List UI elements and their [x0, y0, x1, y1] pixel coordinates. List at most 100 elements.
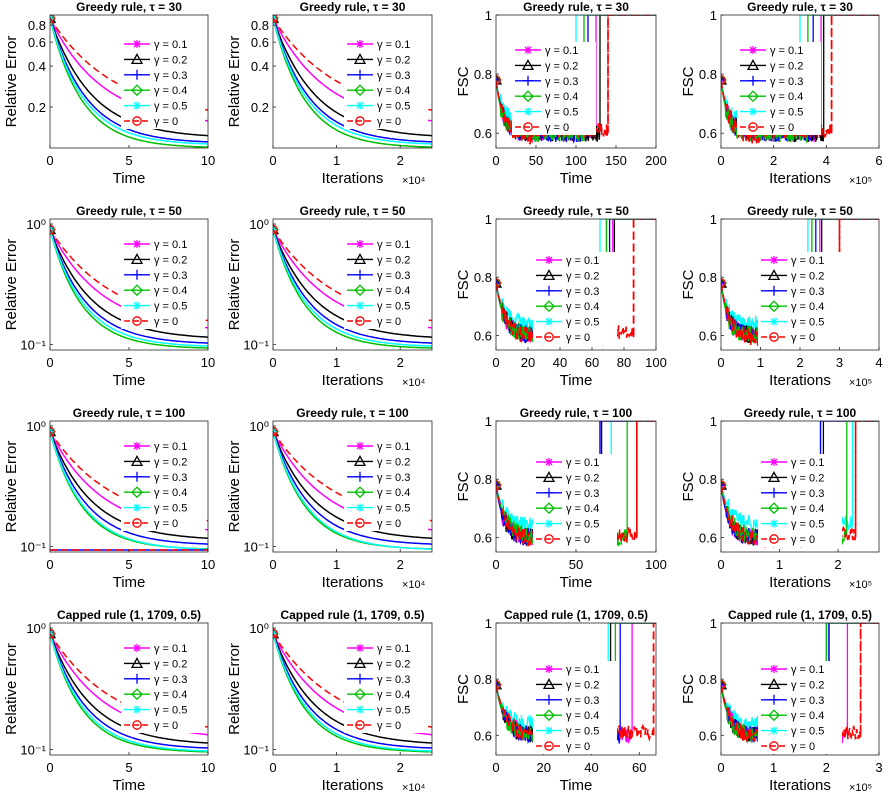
legend-marker [747, 90, 759, 103]
x-tick-label: 1 [757, 355, 764, 370]
x-axis-label: Iterations [322, 574, 384, 591]
x-tick-label: 0 [46, 557, 53, 572]
x-tick-label: 2 [397, 355, 404, 370]
y-tick-label: 0.6 [699, 728, 717, 743]
subplot: 0 5 10 0.2 0.4 0.6 0.8 Greedy rule, τ = 30 Time R… [3, 0, 215, 187]
x-axis-exponent: ×10⁴ [402, 782, 426, 794]
legend-marker [355, 116, 365, 126]
legend-label: γ = 0 [377, 316, 401, 328]
y-axis-label: FSC [455, 674, 472, 704]
series-line [50, 229, 208, 344]
y-tick-label: 0.6 [699, 328, 717, 343]
y-tick-label: 10⁻¹ [20, 742, 46, 757]
chart-title: Greedy rule, τ = 100 [744, 406, 857, 420]
legend-label: γ = 0.3 [566, 695, 599, 707]
series-line [273, 18, 432, 148]
legend-marker [523, 122, 533, 132]
x-tick-label: 200 [645, 153, 667, 168]
legend-marker [132, 673, 142, 684]
series-line [50, 431, 208, 550]
x-tick-label: 100 [565, 153, 587, 168]
series-marker [273, 224, 278, 235]
legend-label: γ = 0.5 [377, 301, 410, 313]
y-tick-label: 0.8 [699, 672, 717, 687]
legend-marker [545, 519, 553, 528]
legend-label: γ = 0 [154, 316, 178, 328]
legend-marker [545, 256, 553, 264]
y-tick-label: 1 [710, 212, 717, 227]
legend-marker [132, 69, 142, 80]
chart-title: Capped rule (1, 1709, 0.5) [728, 608, 872, 622]
legend-background [512, 42, 596, 135]
legend-marker [545, 665, 553, 673]
y-tick-label: 10⁻¹ [243, 539, 269, 554]
series-marker [721, 278, 726, 289]
x-tick-label: 0 [46, 355, 53, 370]
series-line [50, 229, 208, 349]
series-line [50, 633, 208, 749]
y-tick-label: 0.8 [251, 18, 269, 33]
series-marker [273, 628, 278, 639]
x-tick-label: 2 [397, 760, 404, 775]
chart-title: Greedy rule, τ = 30 [523, 0, 629, 14]
axes-box [272, 218, 433, 351]
legend-marker [770, 256, 778, 264]
x-tick-label: 5 [125, 153, 132, 168]
legend-background [121, 438, 205, 531]
legend-marker [355, 673, 365, 684]
chart-title: Greedy rule, τ = 50 [76, 204, 182, 218]
series-marker [50, 224, 55, 235]
legend-label: γ = 0.4 [566, 301, 599, 313]
y-axis-label: Relative Error [3, 441, 20, 533]
legend-background [344, 438, 428, 531]
legend-label: γ = 0.5 [566, 317, 599, 329]
legend-marker [354, 486, 366, 499]
legend-marker [356, 644, 364, 652]
legend-marker [748, 75, 758, 86]
y-tick-label: 1 [710, 616, 717, 631]
legend-label: γ = 0.5 [791, 519, 824, 531]
legend-marker [354, 284, 366, 297]
legend-marker [356, 240, 364, 248]
legend-marker [130, 53, 144, 65]
legend-marker [130, 657, 144, 669]
x-tick-label: 5 [125, 557, 132, 572]
y-axis-label: Relative Error [226, 441, 243, 533]
chart-title: Greedy rule, τ = 50 [523, 204, 629, 218]
legend-label: γ = 0.4 [377, 487, 410, 499]
x-tick-label: 0 [46, 153, 53, 168]
y-tick-label: 0.2 [251, 100, 269, 115]
axes-box [272, 622, 433, 756]
legend-marker [543, 502, 555, 515]
legend-label: γ = 0.2 [545, 60, 578, 72]
legend-marker [544, 487, 554, 498]
x-tick-label: 2 [834, 557, 841, 572]
legend-label: γ = 0 [377, 720, 401, 732]
y-axis-label: FSC [455, 269, 472, 299]
legend-marker [131, 486, 143, 499]
legend-label: γ = 0.2 [154, 254, 187, 266]
x-tick-label: 2 [796, 355, 803, 370]
legend-marker [353, 455, 367, 467]
x-tick-label: 50 [569, 557, 583, 572]
legend-label: γ = 0 [377, 518, 401, 530]
legend-label: γ = 0.2 [566, 472, 599, 484]
legend-marker [133, 442, 141, 450]
x-axis-label: Time [560, 372, 593, 389]
x-axis-exponent: ×10⁴ [402, 579, 426, 591]
series-marker [721, 480, 726, 491]
legend-marker [770, 317, 778, 326]
legend-label: γ = 0.4 [566, 710, 599, 722]
legend-background [737, 42, 821, 135]
x-axis-exponent: ×10⁵ [849, 579, 872, 591]
series-marker [273, 426, 278, 437]
axes-box [495, 622, 657, 756]
legend-marker [544, 534, 554, 544]
x-axis-exponent: ×10⁴ [402, 175, 426, 187]
y-tick-label: 1 [485, 212, 492, 227]
legend: γ = 0.1 γ = 0.2 γ = 0.3 γ = 0.4 γ = 0.5 γ = 0 [121, 236, 205, 329]
series-line [50, 17, 208, 145]
x-axis-label: Iterations [769, 777, 831, 794]
y-tick-label: 0.8 [474, 672, 492, 687]
legend-marker [767, 678, 781, 690]
